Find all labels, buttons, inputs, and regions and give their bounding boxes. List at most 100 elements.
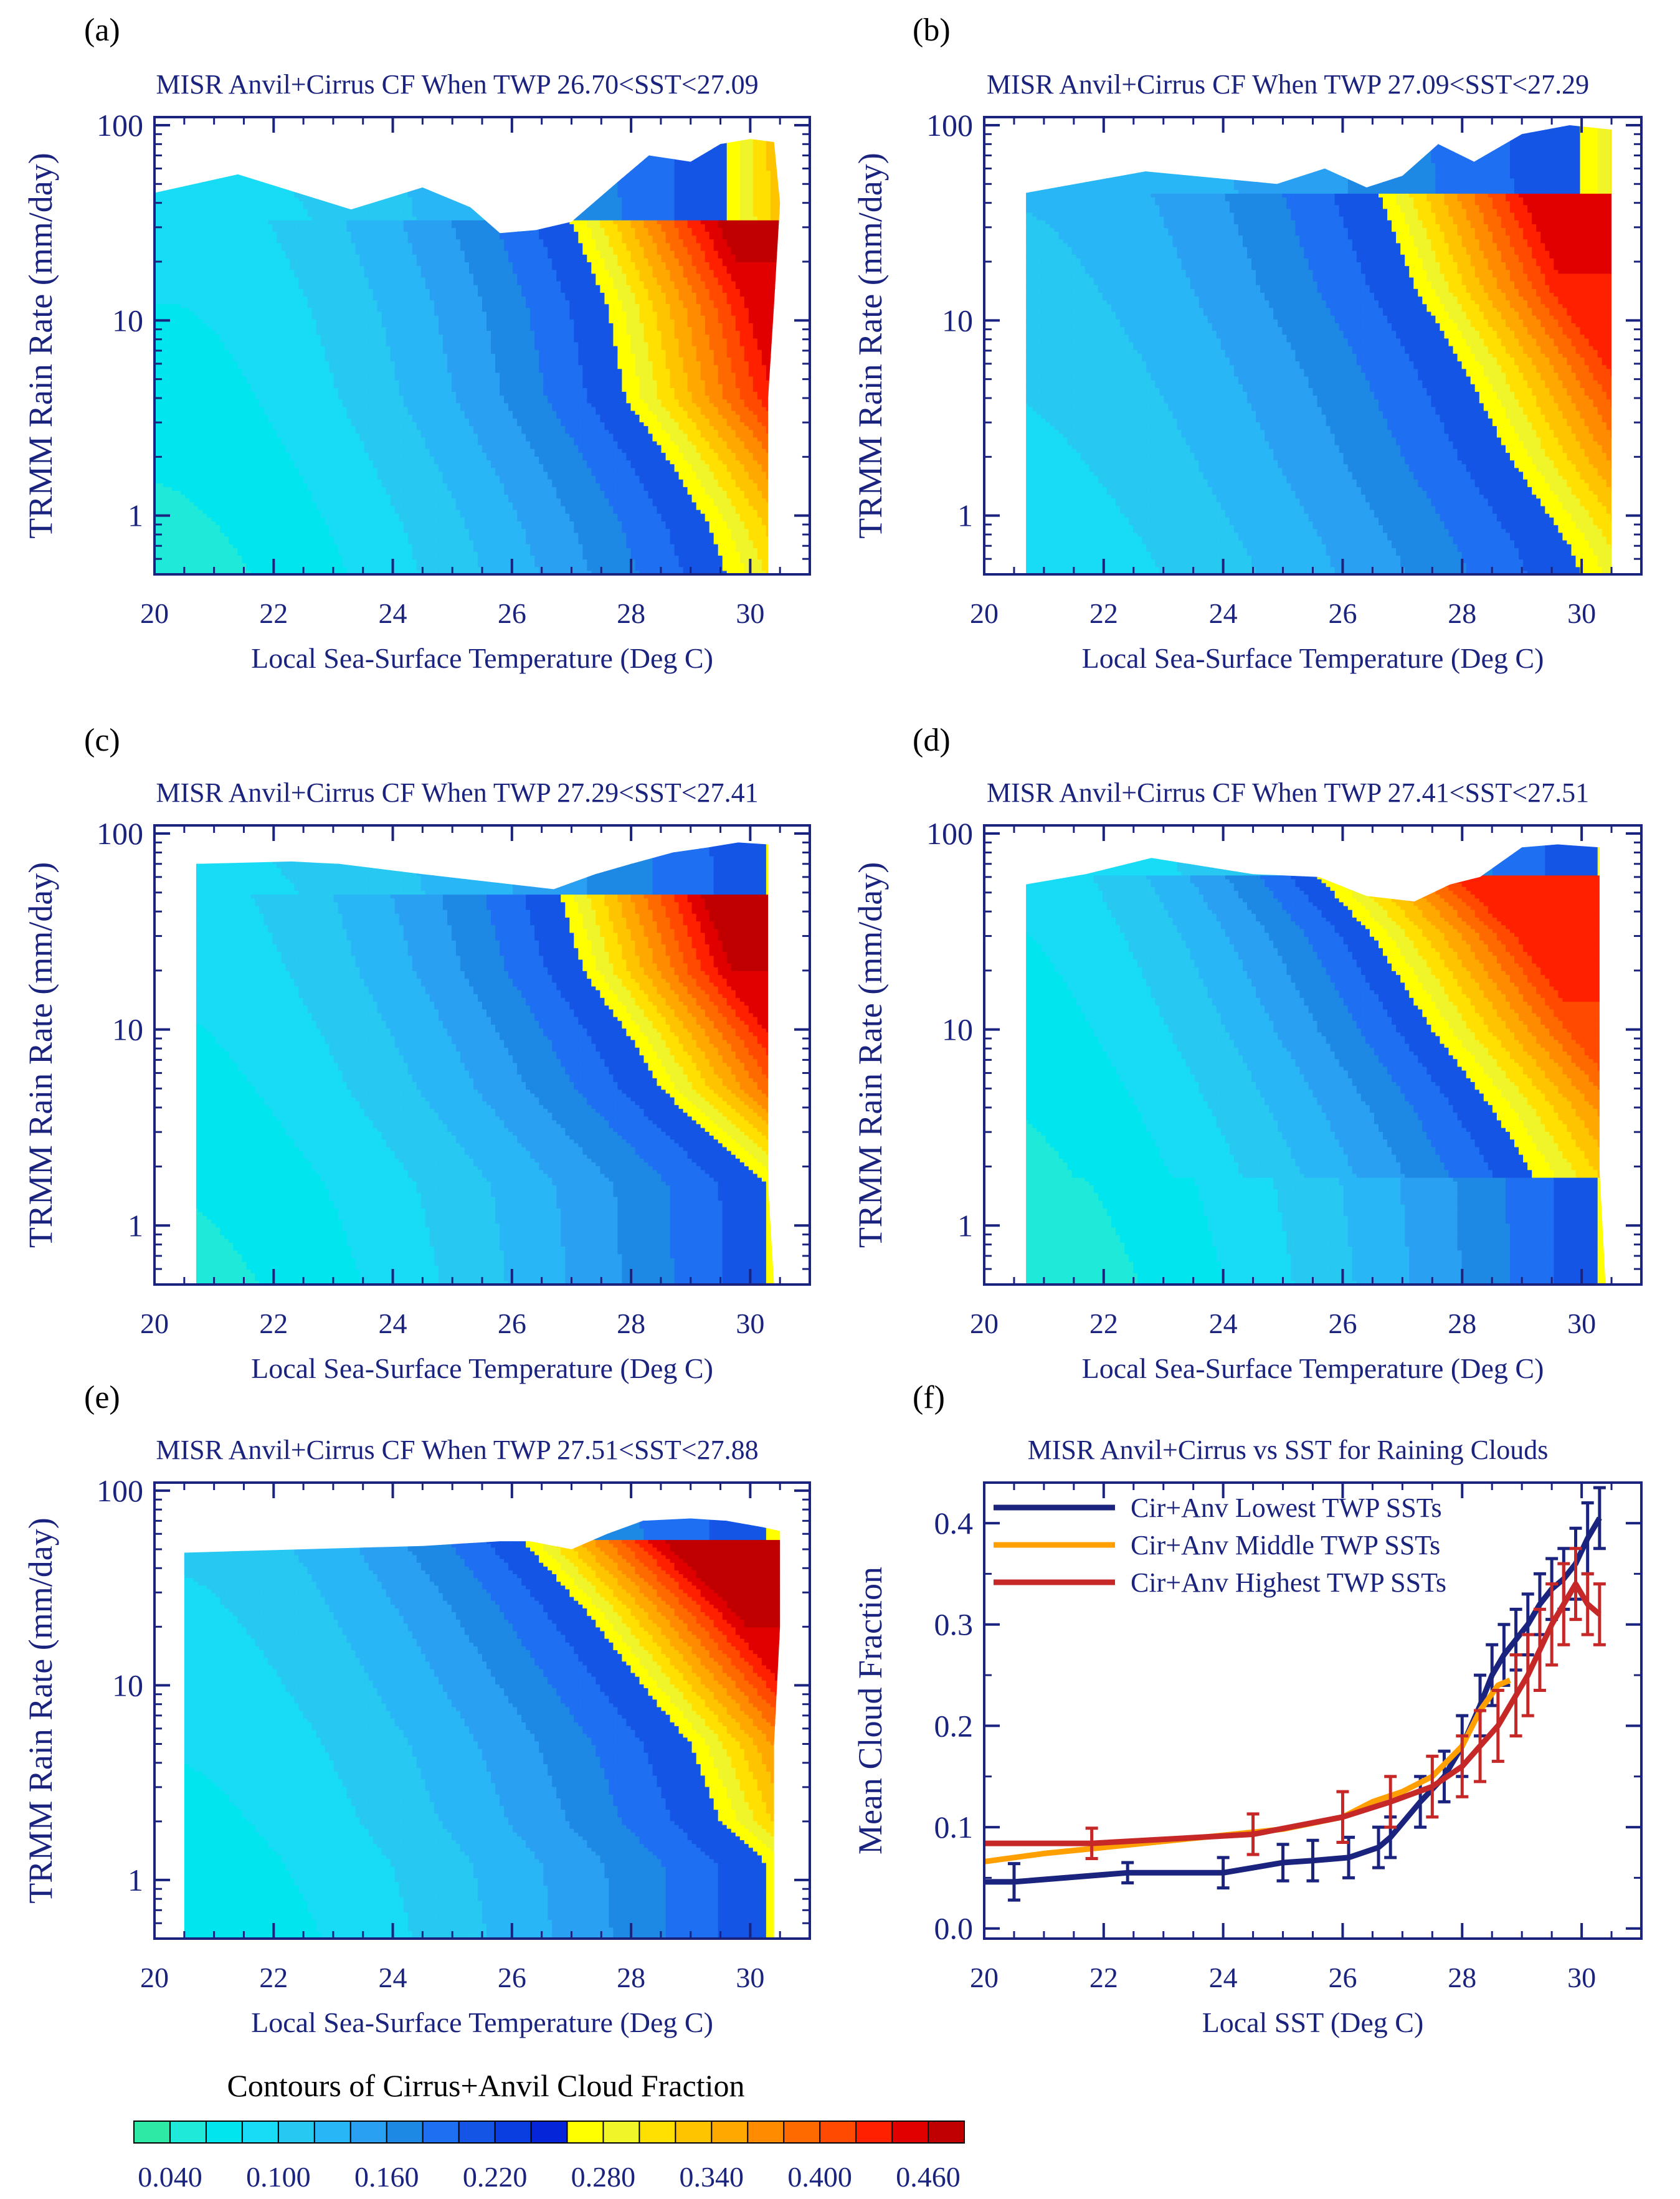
contour-cell <box>784 548 789 552</box>
contour-cell <box>303 472 308 476</box>
contour-cell <box>224 517 229 521</box>
contour-cell <box>181 468 186 472</box>
contour-cell <box>404 551 409 556</box>
contour-cell <box>194 483 199 487</box>
contour-cell <box>207 495 212 499</box>
contour-cell <box>473 567 478 571</box>
contour-cell <box>604 464 609 468</box>
contour-cell <box>775 483 780 487</box>
contour-cell <box>334 472 339 476</box>
contour-cell <box>486 525 491 530</box>
contour-cell <box>596 544 600 548</box>
contour-cell <box>749 475 754 480</box>
contour-cell <box>596 555 600 559</box>
contour-cell <box>582 472 587 476</box>
contour-cell <box>626 513 631 518</box>
contour-cell <box>382 495 387 499</box>
contour-cell <box>757 551 762 556</box>
contour-cell <box>495 555 500 559</box>
contour-cell <box>404 449 409 453</box>
contour-cell <box>272 548 277 552</box>
contour-cell <box>316 498 321 503</box>
contour-cell <box>412 513 417 518</box>
contour-cell <box>425 548 430 552</box>
contour-cell <box>298 468 303 472</box>
contour-cell <box>343 483 348 487</box>
contour-cell <box>185 548 190 552</box>
contour-cell <box>325 490 330 495</box>
contour-cell <box>308 464 313 468</box>
contour-cell <box>552 460 557 465</box>
contour-cell <box>631 449 636 453</box>
contour-cell <box>198 536 203 541</box>
contour-cell <box>762 449 767 453</box>
contour-cell <box>168 502 173 506</box>
contour-cell <box>635 559 640 564</box>
contour-cell <box>185 464 190 468</box>
contour-cell <box>530 567 535 571</box>
contour-cell <box>491 487 496 491</box>
contour-cell <box>666 525 671 530</box>
contour-cell <box>543 567 548 571</box>
contour-cell <box>308 521 313 525</box>
contour-cell <box>408 502 413 506</box>
contour-cell <box>478 525 483 530</box>
contour-cell <box>285 525 290 530</box>
contour-cell <box>439 536 444 541</box>
contour-cell <box>303 563 308 568</box>
contour-cell <box>386 540 391 544</box>
contour-cell <box>788 555 793 559</box>
contour-cell <box>696 529 701 533</box>
contour-cell <box>233 536 238 541</box>
contour-cell <box>797 468 802 472</box>
contour-cell <box>696 495 701 499</box>
contour-cell <box>478 498 483 503</box>
contour-cell <box>281 468 286 472</box>
contour-cell <box>539 559 544 564</box>
contour-cell <box>539 551 544 556</box>
contour-cell <box>159 483 164 487</box>
contour-cell <box>277 525 282 530</box>
contour-cell <box>582 525 587 530</box>
contour-cell <box>417 498 422 503</box>
contour-cell <box>181 445 186 449</box>
contour-cell <box>386 498 391 503</box>
contour-cell <box>181 548 186 552</box>
contour-cell <box>582 536 587 541</box>
contour-cell <box>482 536 487 541</box>
contour-cell <box>640 521 645 525</box>
contour-cell <box>434 483 439 487</box>
contour-cell <box>343 555 348 559</box>
contour-cell <box>229 460 234 465</box>
contour-cell <box>491 513 496 518</box>
contour-cell <box>434 521 439 525</box>
contour-cell <box>404 521 409 525</box>
contour-cell <box>709 502 714 506</box>
contour-cell <box>491 559 496 564</box>
contour-cell <box>626 452 631 457</box>
contour-cell <box>456 479 461 483</box>
contour-cell <box>290 502 295 506</box>
contour-cell <box>425 490 430 495</box>
contour-cell <box>670 540 675 544</box>
contour-cell <box>330 472 335 476</box>
contour-cell <box>574 513 579 518</box>
contour-cell <box>421 475 426 480</box>
contour-cell <box>617 517 622 521</box>
contour-cell <box>443 513 448 518</box>
contour-cell <box>766 483 771 487</box>
contour-cell <box>399 567 404 571</box>
contour-cell <box>386 536 391 541</box>
contour-cell <box>797 452 802 457</box>
contour-cell <box>465 567 470 571</box>
contour-cell <box>662 567 667 571</box>
contour-cell <box>412 498 417 503</box>
contour-cell <box>705 513 710 518</box>
contour-cell <box>211 506 216 510</box>
contour-cell <box>622 551 627 556</box>
contour-cell <box>425 544 430 548</box>
contour-cell <box>202 551 207 556</box>
contour-cell <box>491 540 496 544</box>
contour-cell <box>194 513 199 518</box>
contour-cell <box>473 472 478 476</box>
